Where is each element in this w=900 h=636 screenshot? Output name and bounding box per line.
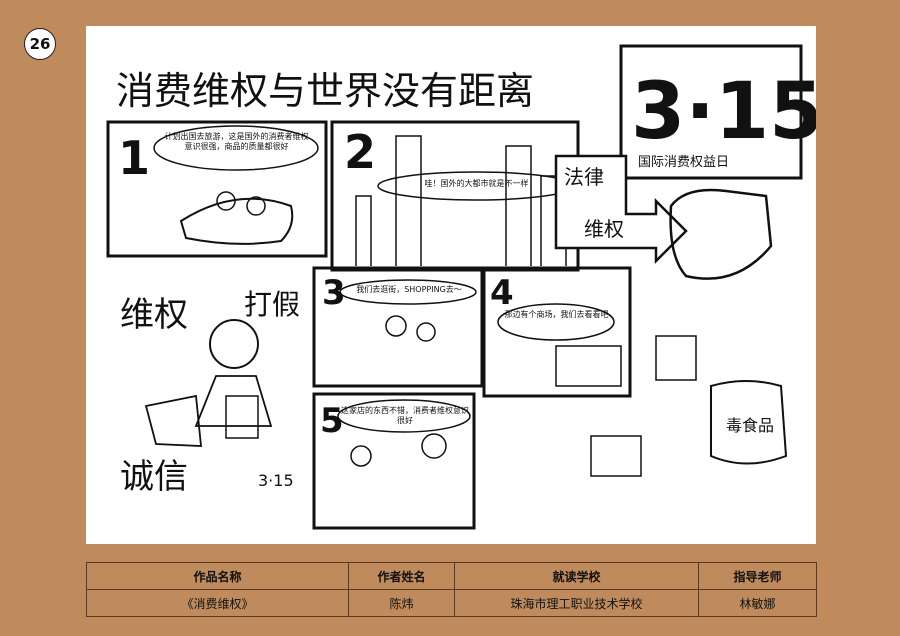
book-drawing bbox=[225, 395, 259, 439]
panel-1-bubble-text: 计划出国去旅游，这是国外的消费者维权意识很强，商品的质量都很好 bbox=[164, 132, 309, 151]
character-drawing bbox=[350, 445, 372, 467]
artwork-title: 消费维权与世界没有距离 bbox=[116, 69, 534, 113]
fist-drawing bbox=[669, 188, 773, 280]
panel-5-number: 5 bbox=[320, 401, 344, 441]
girl-head-drawing bbox=[209, 319, 259, 369]
character-drawing bbox=[416, 322, 436, 342]
caption-table: 作品名称 作者姓名 就读学校 指导老师 《消费维权》 陈炜 珠海市理工职业技术学… bbox=[86, 562, 817, 617]
small-date: 3·15 bbox=[258, 471, 294, 490]
panel-3-bubble bbox=[339, 279, 477, 305]
law-arrow-label: 维权 bbox=[584, 217, 624, 241]
caption-header-title: 作品名称 bbox=[86, 562, 349, 590]
panel-1-bubble bbox=[153, 125, 319, 171]
panel-5-bubble-text: 这家店的东西不错，消费者维权意识很好 bbox=[341, 406, 469, 425]
panel-4-bubble-text: 那边有个商场，我们去看看吧 bbox=[504, 310, 609, 319]
panel-3-bubble-text: 我们去逛街，SHOPPING去～ bbox=[356, 285, 462, 294]
comic-panel-5 bbox=[312, 392, 476, 530]
word-chengxin: 诚信 bbox=[120, 457, 188, 497]
panel-5-bubble bbox=[337, 399, 471, 433]
panel-4-number: 4 bbox=[490, 273, 514, 313]
panel-4-bubble bbox=[497, 303, 615, 341]
caption-school: 珠海市理工职业技术学校 bbox=[454, 589, 699, 617]
passenger-drawing bbox=[216, 191, 236, 211]
word-weiquan: 维权 bbox=[120, 295, 188, 335]
caption-value-row: 《消费维权》 陈炜 珠海市理工职业技术学校 林敏娜 bbox=[86, 589, 817, 617]
caption-header-school: 就读学校 bbox=[454, 562, 699, 590]
caption-title: 《消费维权》 bbox=[86, 589, 349, 617]
character-drawing bbox=[385, 315, 407, 337]
caption-header-row: 作品名称 作者姓名 就读学校 指导老师 bbox=[86, 562, 817, 590]
girl-body-drawing bbox=[144, 375, 273, 447]
comic-panel-1 bbox=[106, 120, 328, 258]
character-drawing bbox=[421, 433, 447, 459]
sack-drawing bbox=[710, 380, 788, 465]
boxes-drawing bbox=[590, 435, 642, 477]
comic-drawing: 消费维权与世界没有距离 3·15 国际消费权益日 1 计划出国去旅游，这是国外的… bbox=[106, 44, 816, 530]
date-box bbox=[619, 44, 803, 180]
date-number: 3·15 bbox=[631, 67, 816, 157]
comic-panel-4 bbox=[482, 266, 632, 398]
comic-artwork: 消费维权与世界没有距离 3·15 国际消费权益日 1 计划出国去旅游，这是国外的… bbox=[86, 26, 816, 544]
jar-drawing bbox=[655, 335, 697, 381]
caption-header-teacher: 指导老师 bbox=[698, 562, 817, 590]
panel-2-number: 2 bbox=[344, 125, 376, 179]
sack-label: 毒食品 bbox=[726, 416, 774, 435]
caption-header-author: 作者姓名 bbox=[348, 562, 455, 590]
panel-1-number: 1 bbox=[118, 131, 150, 185]
panel-3-number: 3 bbox=[322, 273, 346, 313]
airplane-drawing bbox=[179, 197, 294, 245]
passenger-drawing bbox=[246, 196, 266, 216]
panel-2-bubble-text: 哇！国外的大都市就是不一样 bbox=[424, 179, 529, 188]
caption-teacher: 林敏娜 bbox=[698, 589, 817, 617]
word-dajia: 打假 bbox=[244, 288, 300, 321]
skyline-drawing bbox=[355, 135, 567, 266]
date-subtitle: 国际消费权益日 bbox=[638, 154, 729, 170]
law-arrow-label-top: 法律 bbox=[564, 165, 604, 189]
page-number-badge: 26 bbox=[24, 28, 56, 60]
store-drawing bbox=[555, 345, 622, 387]
caption-author: 陈炜 bbox=[348, 589, 455, 617]
comic-panel-3 bbox=[312, 266, 484, 388]
